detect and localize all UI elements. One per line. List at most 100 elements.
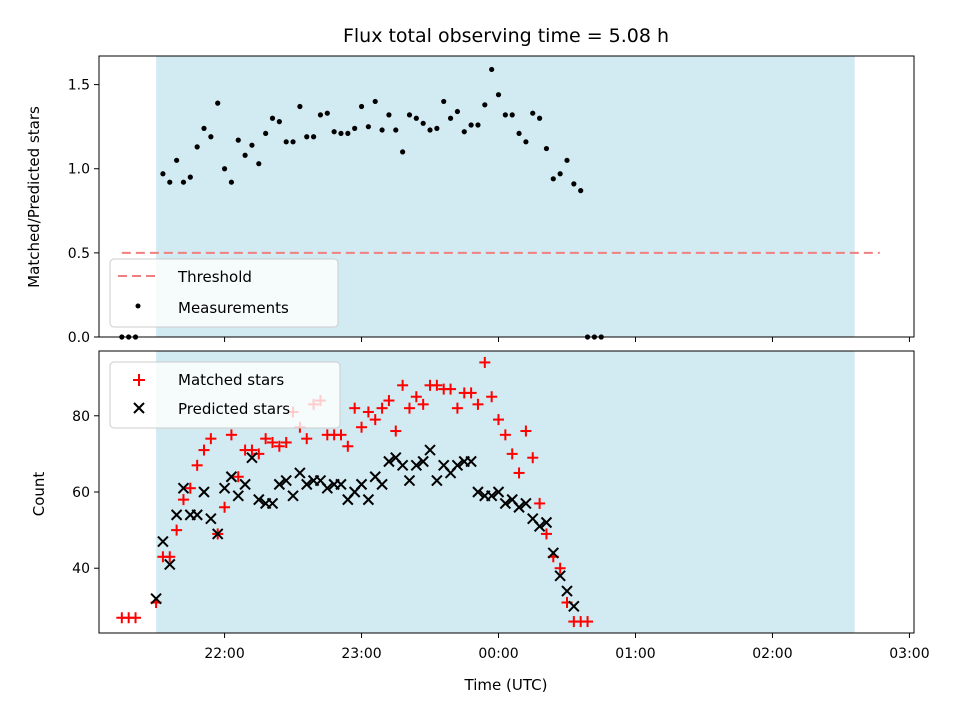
measurement-point — [201, 125, 207, 131]
measurement-point — [434, 125, 440, 131]
predicted-stars-points — [150, 444, 580, 613]
matched-star-point — [527, 452, 539, 464]
predicted-star-point — [218, 482, 231, 494]
matched-star-point — [451, 402, 463, 414]
predicted-star-point — [547, 547, 560, 559]
measurement-point — [406, 112, 413, 118]
legend-measurements-label: Measurements — [178, 299, 289, 317]
top-axes-frame — [98, 55, 915, 338]
measurement-point — [427, 127, 433, 133]
predicted-star-point — [170, 509, 183, 521]
measurement-point — [256, 161, 262, 167]
matched-star-point — [554, 562, 566, 574]
predicted-star-point — [198, 486, 210, 498]
top-y-axis-label: Matched/Predicted stars — [25, 106, 43, 288]
matched-star-point — [376, 402, 388, 414]
measurement-point — [358, 103, 365, 110]
measurement-point — [263, 130, 269, 137]
bottom-x-tick-label: 22:00 — [204, 646, 244, 662]
measurement-points — [119, 66, 604, 340]
predicted-star-point — [177, 482, 190, 494]
matched-star-point — [232, 471, 244, 483]
bottom-x-tick-label: 03:00 — [889, 646, 929, 662]
matched-star-point — [205, 433, 217, 445]
top-y-tick-label: 1.5 — [68, 78, 90, 94]
matched-star-point — [171, 524, 183, 536]
ratio-panel: 0.0 0.5 1.0 1.5 Flux total observing time =… — [25, 25, 915, 346]
matched-star-point — [534, 497, 546, 509]
bottom-y-axis-label: Count — [30, 472, 48, 517]
top-y-ticks: 0.0 0.5 1.0 1.5 — [68, 78, 99, 346]
measurement-point — [317, 112, 324, 118]
measurement-point — [269, 115, 276, 121]
matched-star-point — [493, 414, 505, 426]
predicted-star-point — [376, 478, 388, 491]
matched-star-point — [486, 391, 498, 403]
measurement-point — [489, 66, 495, 73]
measurement-point — [564, 157, 570, 163]
measurement-point — [187, 174, 193, 180]
measurement-point — [208, 134, 214, 140]
predicted-star-point — [568, 600, 580, 613]
measurement-point — [441, 98, 447, 105]
bottom-x-tick-label: 00:00 — [478, 646, 518, 662]
measurement-point — [365, 124, 371, 130]
measurement-point — [516, 130, 522, 137]
matched-star-point — [445, 383, 457, 395]
bottom-legend-box — [109, 361, 341, 429]
measurement-point — [180, 179, 187, 185]
measurement-point — [160, 171, 166, 177]
predicted-star-point — [396, 459, 409, 472]
legend-measurements-swatch — [135, 303, 141, 309]
predicted-star-point — [246, 451, 258, 464]
measurement-point — [386, 112, 392, 118]
matched-star-point — [191, 459, 203, 471]
predicted-star-point — [410, 459, 423, 472]
bottom-y-tick-label: 40 — [72, 561, 90, 577]
measurement-point — [543, 145, 550, 152]
matched-star-point — [280, 436, 292, 448]
predicted-star-point — [232, 490, 244, 502]
predicted-star-point — [561, 585, 573, 597]
measurement-point — [447, 115, 454, 121]
measurement-point — [502, 112, 508, 118]
measurement-point — [228, 179, 235, 185]
measurement-point — [221, 166, 228, 172]
bottom-x-tick-label: 23:00 — [341, 646, 381, 662]
predicted-star-point — [431, 474, 443, 487]
measurement-point — [276, 119, 282, 125]
measurement-point — [249, 142, 255, 148]
matched-star-point — [403, 402, 415, 414]
predicted-star-point — [280, 474, 292, 487]
matched-star-point — [177, 494, 189, 506]
measurement-point — [331, 129, 337, 135]
matched-star-point — [410, 391, 422, 403]
measurement-point — [215, 100, 221, 106]
matched-star-point — [472, 398, 484, 410]
top-legend: Threshold Measurements — [109, 258, 339, 328]
predicted-star-point — [492, 486, 505, 498]
matched-star-point — [267, 436, 279, 448]
predicted-star-point — [362, 493, 375, 506]
count-panel: 40 60 80 22:00 23:00 00:00 01:00 02:00 03:00 Ti… — [30, 350, 930, 694]
matched-star-point — [431, 379, 443, 391]
matched-star-point — [582, 616, 594, 628]
matched-star-point — [260, 433, 272, 445]
measurement-point — [235, 137, 241, 143]
matched-star-point — [499, 429, 511, 441]
matched-star-point — [130, 612, 142, 624]
measurement-point — [461, 129, 467, 135]
matched-star-point — [390, 425, 402, 437]
predicted-star-point — [164, 558, 176, 571]
predicted-star-point — [417, 455, 429, 468]
predicted-star-point — [533, 520, 546, 533]
predicted-star-point — [205, 512, 217, 525]
measurement-point — [393, 127, 399, 133]
measurement-point — [304, 134, 310, 140]
x-axis-label: Time (UTC) — [464, 676, 548, 694]
matched-star-point — [417, 398, 429, 410]
matched-star-point — [397, 379, 409, 391]
predicted-star-point — [485, 490, 498, 502]
predicted-star-point — [403, 474, 416, 487]
predicted-star-point — [520, 497, 532, 510]
